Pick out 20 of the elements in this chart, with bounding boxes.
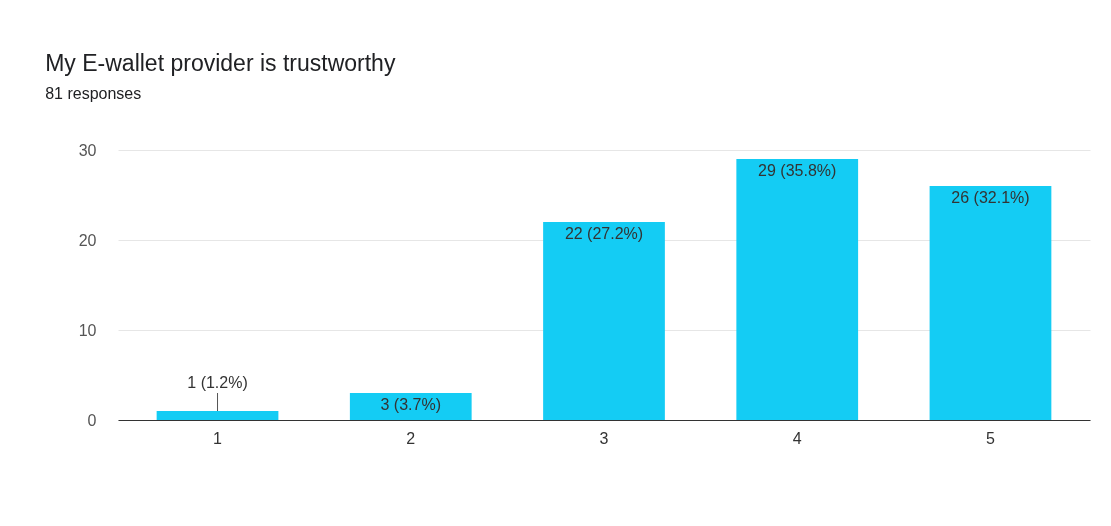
data-label: 29 (35.8%)	[758, 162, 837, 179]
y-tick-label: 20	[78, 231, 97, 249]
bar	[156, 411, 279, 420]
data-label: 26 (32.1%)	[951, 189, 1030, 206]
bar	[929, 186, 1052, 420]
bar	[736, 159, 859, 420]
y-tick-label: 10	[78, 321, 97, 339]
data-label: 1 (1.2%)	[187, 374, 248, 391]
x-tick-label: 4	[792, 429, 802, 447]
chart-subtitle: 81 responses	[45, 85, 142, 102]
chart-title: My E-wallet provider is trustworthy	[45, 50, 396, 76]
x-tick-label: 1	[213, 429, 223, 447]
x-tick-label: 3	[599, 429, 609, 447]
bar	[543, 222, 665, 420]
data-label: 22 (27.2%)	[564, 225, 644, 242]
x-tick-label: 2	[406, 429, 416, 447]
y-tick-label: 0	[87, 411, 97, 429]
x-tick-label: 5	[986, 429, 996, 447]
data-label: 3 (3.7%)	[380, 396, 441, 413]
y-tick-label: 30	[78, 141, 97, 159]
